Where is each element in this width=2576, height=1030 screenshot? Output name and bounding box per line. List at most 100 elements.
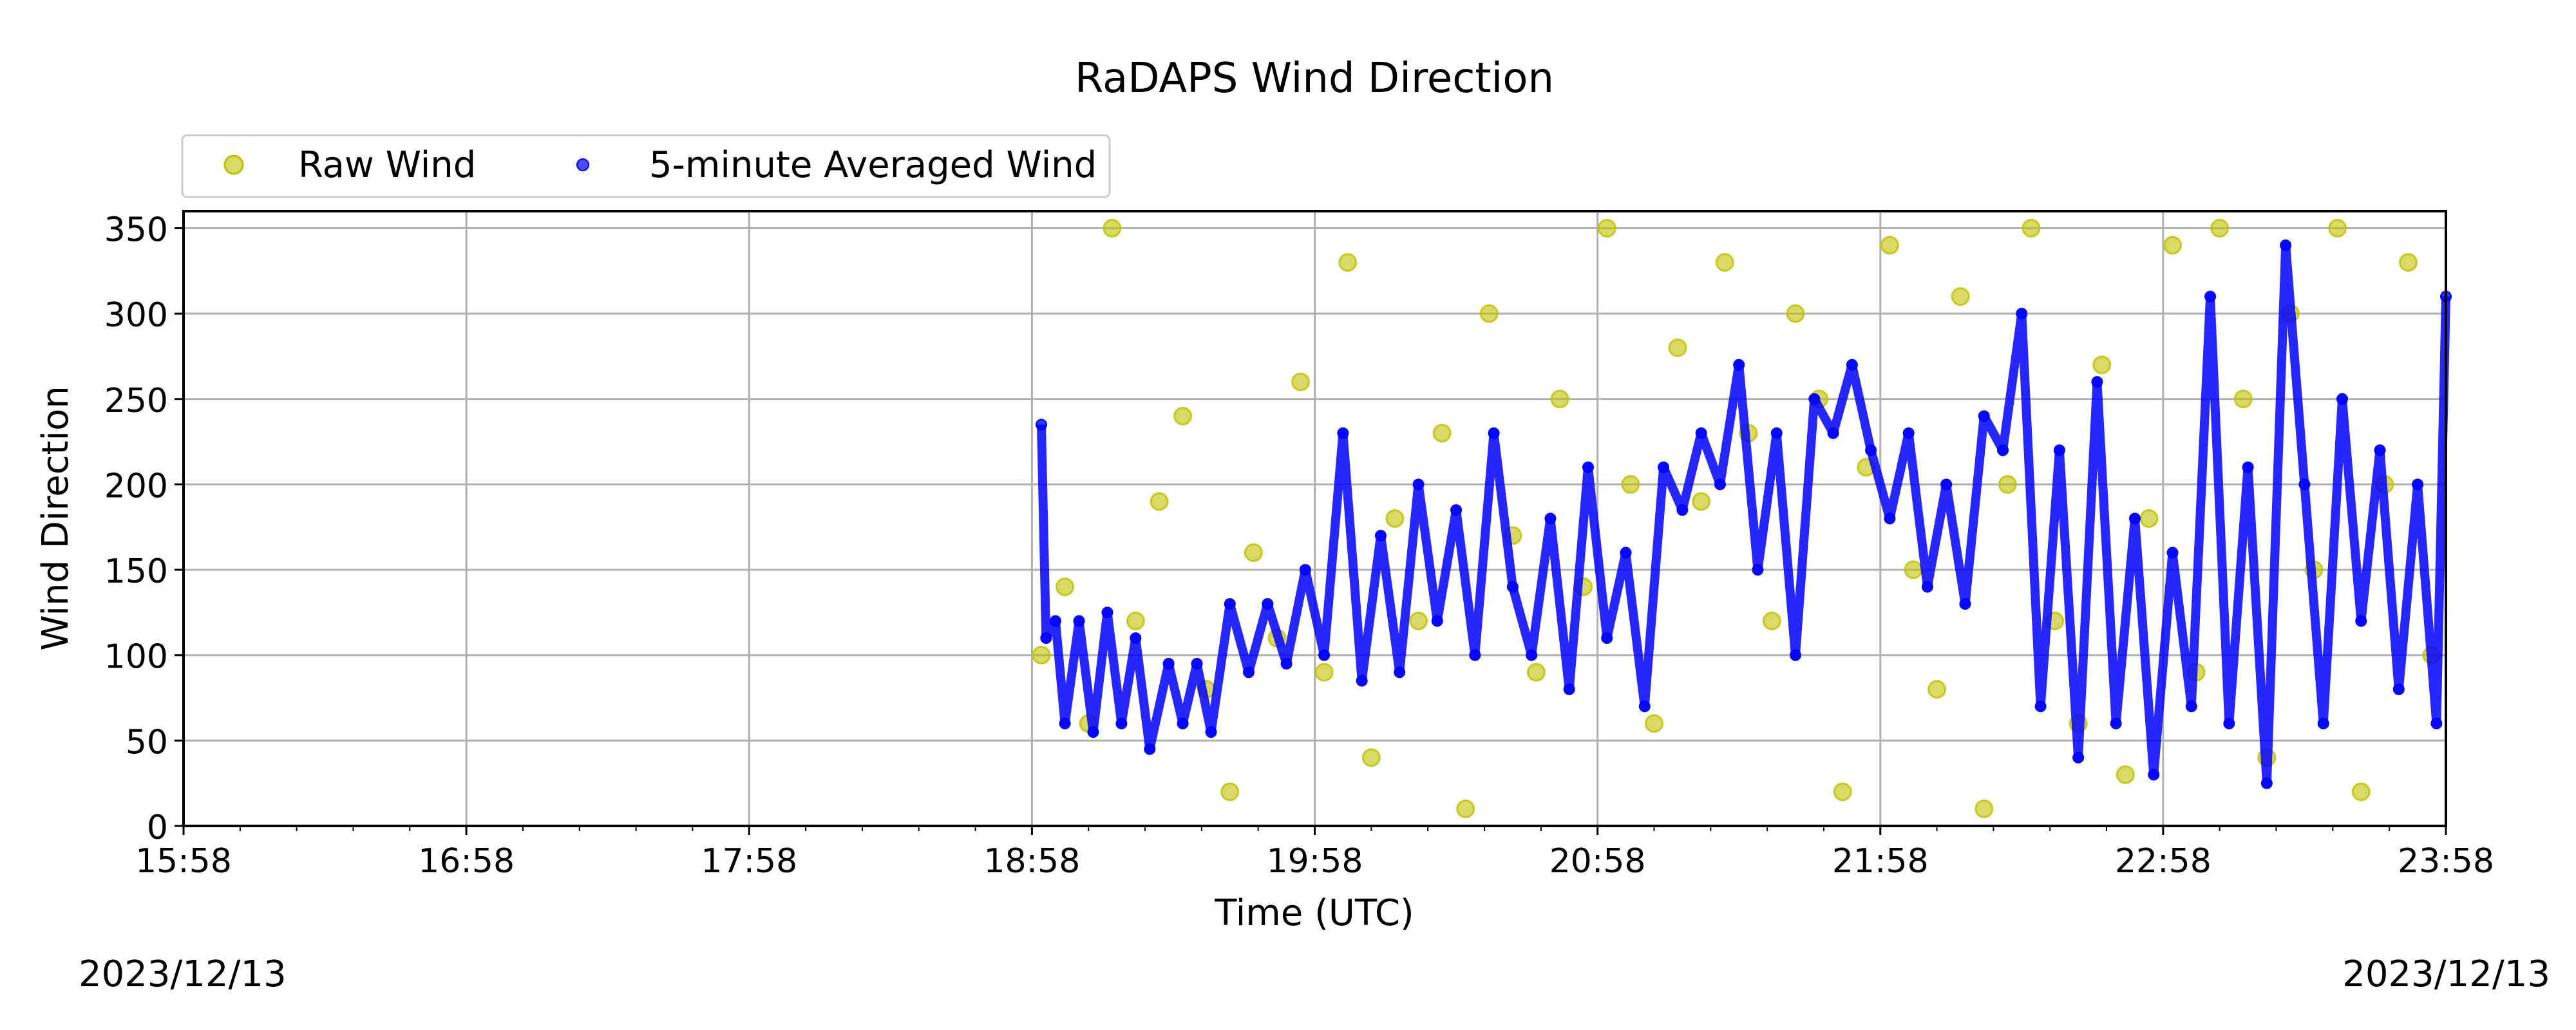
averaged-wind-point bbox=[2091, 376, 2103, 388]
averaged-wind-point bbox=[2204, 290, 2217, 303]
averaged-wind-point bbox=[1059, 717, 1071, 729]
raw-wind-point bbox=[2092, 355, 2112, 375]
averaged-wind-point bbox=[1162, 657, 1175, 670]
averaged-wind-point bbox=[1997, 444, 2009, 456]
x-tick-label: 19:58 bbox=[1267, 842, 1363, 881]
x-tick-label: 20:58 bbox=[1549, 842, 1646, 881]
averaged-wind-point bbox=[1733, 359, 1745, 371]
averaged-wind-point bbox=[1318, 649, 1331, 661]
averaged-wind-point bbox=[1790, 649, 1802, 661]
raw-wind-point bbox=[1597, 219, 1616, 238]
y-axis-label: Wind Direction bbox=[35, 386, 77, 651]
raw-wind-point bbox=[1715, 253, 1734, 272]
averaged-wind-point bbox=[1130, 632, 1142, 644]
legend-avg-label: 5-minute Averaged Wind bbox=[649, 144, 1097, 186]
raw-wind-point bbox=[1927, 680, 1947, 699]
averaged-wind-point bbox=[1620, 547, 1632, 559]
y-tick-label: 250 bbox=[104, 382, 168, 420]
y-tick-label: 0 bbox=[147, 809, 168, 847]
averaged-wind-point bbox=[1115, 717, 1128, 729]
averaged-wind-point bbox=[1374, 530, 1387, 542]
averaged-wind-point bbox=[1978, 410, 1990, 422]
averaged-wind-point bbox=[2260, 777, 2273, 789]
averaged-wind-point bbox=[2072, 751, 2085, 763]
raw-wind-point bbox=[2116, 765, 2135, 784]
legend-raw-marker bbox=[223, 154, 244, 175]
averaged-wind-point bbox=[1752, 564, 1764, 576]
x-tick-label: 16:58 bbox=[418, 842, 515, 881]
averaged-wind-point bbox=[2280, 239, 2292, 252]
raw-wind-point bbox=[1998, 474, 2017, 494]
averaged-wind-point bbox=[1243, 666, 1255, 679]
averaged-wind-point bbox=[1280, 657, 1293, 670]
averaged-wind-point bbox=[2110, 717, 2122, 729]
averaged-wind-point bbox=[2430, 717, 2443, 729]
x-tick-label: 22:58 bbox=[2115, 842, 2211, 881]
averaged-wind-point bbox=[1582, 461, 1594, 473]
raw-wind-point bbox=[1833, 782, 1852, 801]
averaged-wind-point bbox=[1101, 606, 1113, 619]
y-tick-label: 50 bbox=[126, 723, 168, 762]
raw-wind-point bbox=[1479, 304, 1499, 323]
chart-title: RaDAPS Wind Direction bbox=[1075, 55, 1554, 102]
raw-wind-point bbox=[1456, 799, 1475, 818]
averaged-wind-series bbox=[1036, 239, 2452, 789]
averaged-wind-point bbox=[1846, 359, 1858, 371]
averaged-wind-point bbox=[1299, 564, 1311, 576]
averaged-wind-point bbox=[1884, 512, 1896, 525]
raw-wind-point bbox=[2351, 782, 2371, 801]
legend: Raw Wind 5-minute Averaged Wind bbox=[181, 134, 1111, 198]
legend-box bbox=[181, 134, 1111, 198]
x-tick-label: 15:58 bbox=[135, 842, 232, 881]
averaged-wind-point bbox=[2412, 478, 2424, 491]
averaged-wind-point bbox=[2128, 512, 2141, 525]
raw-wind-point bbox=[1692, 492, 1711, 511]
x-tick-label: 18:58 bbox=[983, 842, 1080, 881]
averaged-wind-point bbox=[1676, 504, 1689, 516]
averaged-wind-point bbox=[2016, 308, 2028, 320]
start-date-label: 2023/12/13 bbox=[79, 953, 287, 995]
averaged-wind-point bbox=[1865, 444, 1877, 456]
raw-wind-point bbox=[1173, 406, 1193, 426]
averaged-wind-point bbox=[1544, 512, 1557, 525]
raw-wind-point bbox=[2328, 219, 2347, 238]
raw-wind-point bbox=[1668, 338, 1687, 357]
averaged-wind-point bbox=[2298, 478, 2311, 491]
raw-wind-point bbox=[1220, 782, 1240, 801]
averaged-wind-point bbox=[1658, 461, 1670, 473]
averaged-wind-point bbox=[2317, 717, 2329, 729]
averaged-wind-point bbox=[2053, 444, 2065, 456]
legend-avg-marker bbox=[576, 158, 589, 171]
raw-wind-point bbox=[1385, 509, 1405, 528]
x-tick-label: 21:58 bbox=[1832, 842, 1929, 881]
averaged-wind-point bbox=[2374, 444, 2386, 456]
raw-wind-point bbox=[1432, 424, 1452, 443]
averaged-wind-point bbox=[1563, 683, 1575, 695]
averaged-wind-point bbox=[2166, 547, 2179, 559]
x-tick-label: 17:58 bbox=[701, 842, 797, 881]
averaged-wind-point bbox=[1469, 649, 1481, 661]
raw-wind-point bbox=[1150, 492, 1169, 511]
averaged-wind-point bbox=[1902, 427, 1915, 439]
y-tick-label: 350 bbox=[104, 211, 168, 250]
raw-wind-point bbox=[1550, 389, 1569, 409]
raw-wind-point bbox=[1244, 543, 1263, 563]
averaged-wind-point bbox=[2355, 615, 2367, 627]
raw-wind-point bbox=[1644, 714, 1663, 733]
averaged-wind-point bbox=[1601, 632, 1613, 644]
averaged-wind-point bbox=[1087, 726, 1099, 738]
legend-raw-label: Raw Wind bbox=[298, 144, 476, 186]
averaged-wind-point bbox=[2148, 769, 2160, 781]
x-axis: 15:58 16:58 17:58 18:58 19:58 20:58 21:58 22:58… bbox=[135, 826, 2494, 881]
averaged-wind-point bbox=[1714, 478, 1726, 491]
averaged-wind-point bbox=[1770, 427, 1783, 439]
y-tick-label: 200 bbox=[104, 467, 168, 505]
raw-wind-point bbox=[1880, 236, 1899, 255]
averaged-wind-point bbox=[1394, 666, 1406, 679]
averaged-wind-point bbox=[1431, 615, 1443, 627]
averaged-wind-point bbox=[1638, 700, 1651, 713]
averaged-wind-point bbox=[1049, 615, 1061, 627]
averaged-wind-point bbox=[1488, 427, 1500, 439]
averaged-wind-point bbox=[1506, 581, 1519, 593]
